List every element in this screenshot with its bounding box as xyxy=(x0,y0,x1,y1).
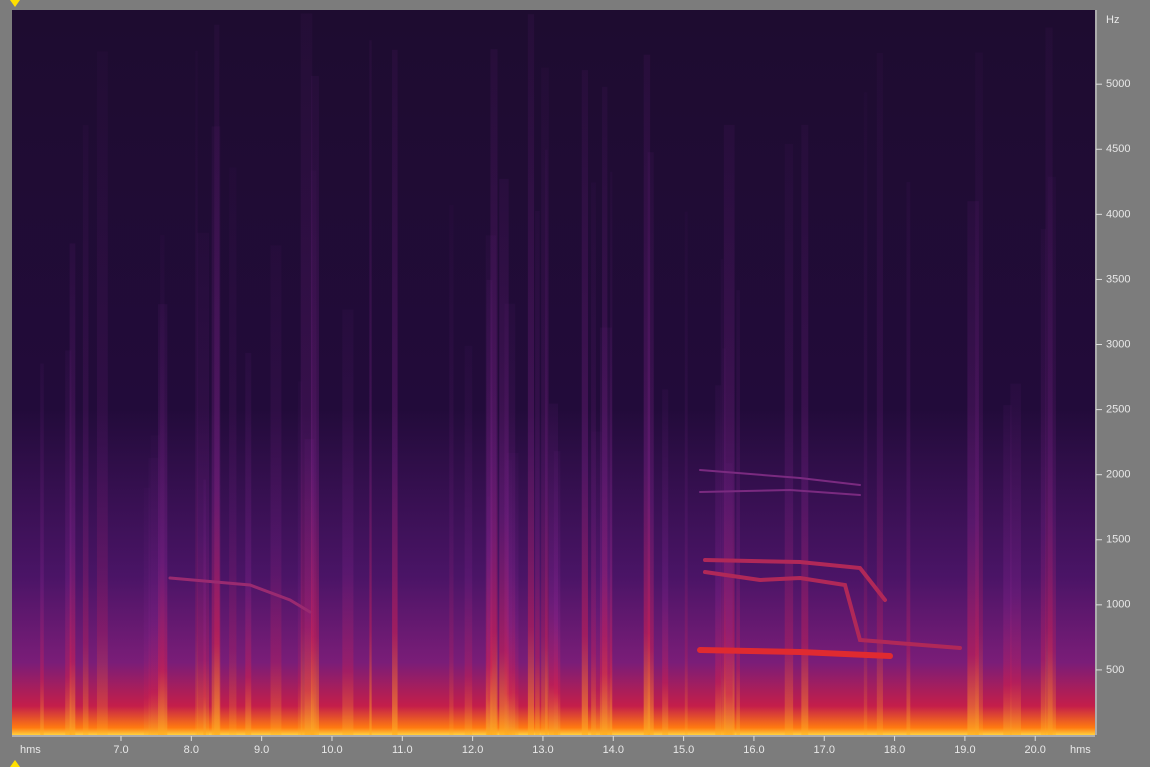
streak xyxy=(212,126,221,735)
streak xyxy=(197,233,209,735)
streak xyxy=(97,51,108,735)
y-tick-label: 4500 xyxy=(1106,143,1130,155)
x-tick-label: 11.0 xyxy=(392,744,413,756)
x-unit-right: hms xyxy=(1070,744,1091,756)
x-tick-label: 7.0 xyxy=(113,744,128,756)
x-tick-label: 13.0 xyxy=(532,744,553,756)
streak xyxy=(600,328,612,735)
page: hms hms Hz 7.0 8.0 9.0 10.0 11.0 12.0 13.0 14.0… xyxy=(0,0,1150,767)
streak xyxy=(736,290,740,735)
streak xyxy=(83,125,89,735)
streak xyxy=(195,51,197,735)
streak xyxy=(528,14,534,735)
y-unit: Hz xyxy=(1106,14,1119,26)
streak xyxy=(545,150,548,735)
x-tick-label: 14.0 xyxy=(603,744,624,756)
streak xyxy=(785,144,793,735)
y-tick-label: 500 xyxy=(1106,664,1124,676)
x-unit-left: hms xyxy=(20,744,41,756)
streak xyxy=(301,14,313,735)
spectrogram-window: hms hms Hz 7.0 8.0 9.0 10.0 11.0 12.0 13.0 14.0… xyxy=(0,0,1150,767)
x-tick-label: 20.0 xyxy=(1025,744,1046,756)
x-tick-label: 17.0 xyxy=(814,744,835,756)
y-tick-label: 3500 xyxy=(1106,273,1130,285)
streak xyxy=(554,451,560,735)
streak xyxy=(1003,405,1011,735)
x-tick-label: 18.0 xyxy=(884,744,905,756)
streak xyxy=(1048,177,1056,735)
streak xyxy=(487,496,490,735)
streak xyxy=(644,55,650,735)
streak xyxy=(158,304,167,735)
streak xyxy=(662,389,668,735)
streak xyxy=(906,182,910,735)
x-tick-label: 12.0 xyxy=(462,744,483,756)
y-tick-label: 5000 xyxy=(1106,78,1130,90)
streak xyxy=(685,212,688,735)
y-tick-label: 1000 xyxy=(1106,599,1130,611)
x-tick-label: 15.0 xyxy=(673,744,694,756)
streak xyxy=(504,460,512,735)
x-tick-label: 19.0 xyxy=(954,744,975,756)
streak xyxy=(229,167,236,735)
streak xyxy=(311,76,319,735)
y-tick-label: 2000 xyxy=(1106,469,1130,481)
streak xyxy=(722,348,726,735)
streak xyxy=(70,243,76,735)
x-tick-label: 8.0 xyxy=(184,744,199,756)
streak xyxy=(967,201,978,735)
streak xyxy=(801,125,808,735)
y-tick-label: 1500 xyxy=(1106,534,1130,546)
streak xyxy=(392,50,398,735)
x-tick-label: 10.0 xyxy=(321,744,342,756)
streak xyxy=(726,463,733,735)
y-tick-label: 3000 xyxy=(1106,338,1130,350)
y-tick-label: 2500 xyxy=(1106,404,1130,416)
streak xyxy=(465,346,473,735)
streak xyxy=(535,211,540,735)
x-tick-label: 16.0 xyxy=(743,744,764,756)
streak xyxy=(877,53,883,735)
streak xyxy=(271,245,282,735)
streak xyxy=(449,205,453,735)
streak xyxy=(1010,384,1021,735)
y-tick-label: 4000 xyxy=(1106,208,1130,220)
streak xyxy=(369,40,371,735)
streak xyxy=(582,70,588,735)
streak xyxy=(541,68,549,735)
streak xyxy=(591,183,596,735)
streak xyxy=(245,353,251,735)
streak xyxy=(342,310,353,735)
streak xyxy=(1041,229,1046,735)
streak xyxy=(40,364,44,735)
x-tick-label: 9.0 xyxy=(254,744,269,756)
